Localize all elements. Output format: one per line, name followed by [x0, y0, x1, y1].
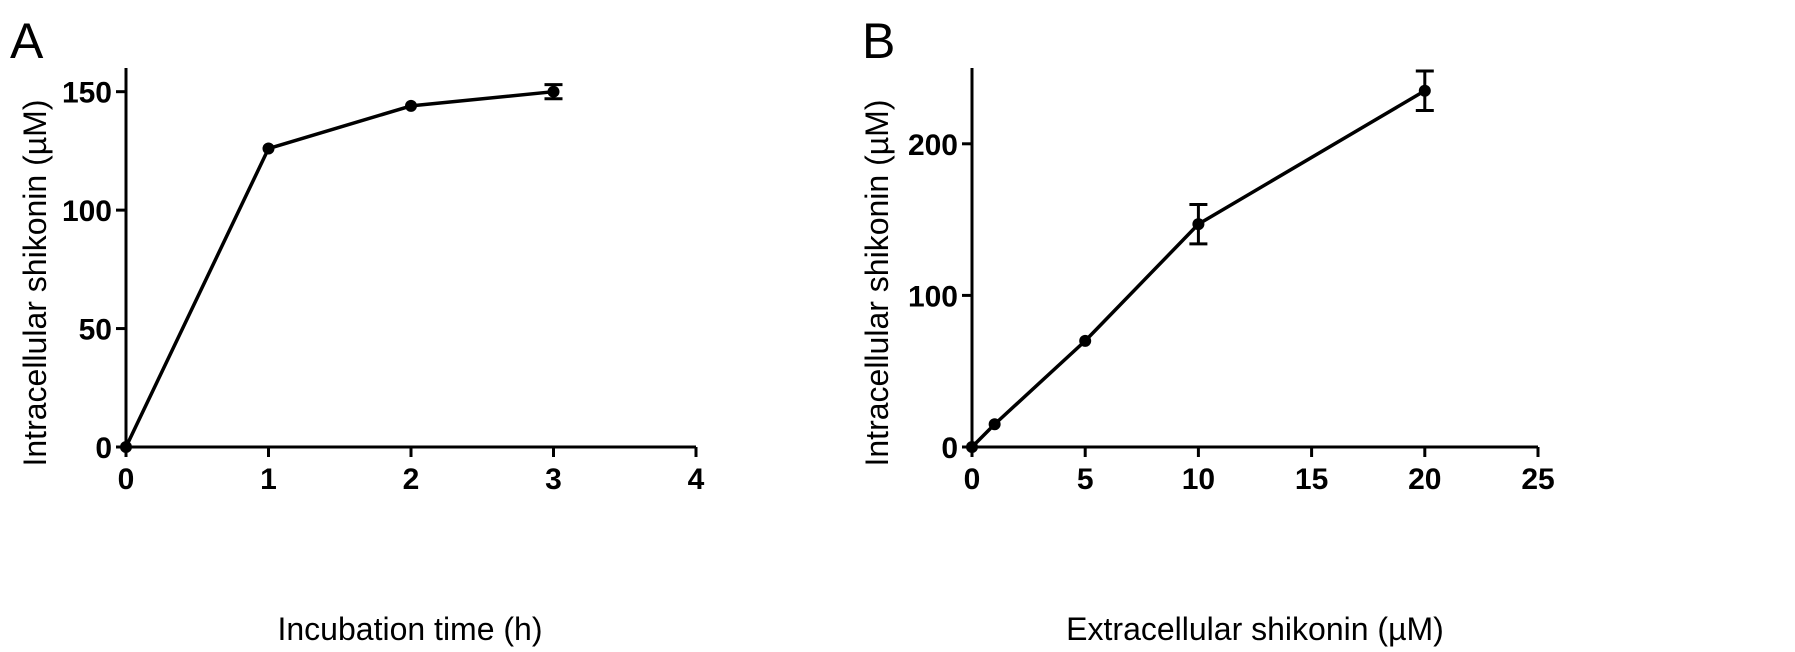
panel-b-data-point	[1192, 218, 1205, 231]
panel-a-y-tick-label: 0	[95, 432, 112, 465]
panel-b-series-line	[970, 89, 1426, 449]
panel-a-series-line	[124, 89, 554, 448]
panel-b-y-tick-label: 100	[908, 280, 958, 313]
panel-a-y-tick-label: 150	[62, 77, 112, 110]
panel-a-x-axis-title: Incubation time (h)	[277, 611, 542, 647]
panel-b-x-tick-label: 20	[1408, 463, 1441, 496]
panel-a-axes	[124, 68, 696, 449]
panel-a-chart: A 0 1 2 3 4 0 50 100 150 Incubation time (h) Int…	[10, 13, 705, 647]
panel-b-data-point	[1418, 84, 1431, 97]
panel-a-data-point	[262, 142, 275, 155]
panel-a-x-tick-label: 0	[118, 463, 135, 496]
panel-b-x-tick-label: 10	[1182, 463, 1215, 496]
panel-b-x-tick-label: 15	[1295, 463, 1328, 496]
panel-b-ticks: 0 5 10 15 20 25 0 100 200	[908, 129, 1555, 496]
panel-b-data-point	[1079, 334, 1092, 347]
panel-b-axes	[970, 68, 1538, 449]
panel-b-y-axis-title: Intracellular shikonin (µM)	[859, 100, 895, 467]
panel-a-x-tick-label: 3	[545, 463, 562, 496]
panel-b-label: B	[862, 13, 895, 69]
panel-a-ticks: 0 1 2 3 4 0 50 100 150	[62, 77, 705, 496]
panel-a-data-point	[547, 85, 560, 98]
panel-b-x-tick-label: 0	[964, 463, 981, 496]
panel-b-series	[966, 69, 1434, 453]
panel-a-series	[120, 83, 563, 453]
panel-a-y-axis-title: Intracellular shikonin (µM)	[17, 100, 53, 467]
panel-a-data-point	[120, 441, 132, 453]
panel-b-x-axis-title: Extracellular shikonin (µM)	[1066, 611, 1444, 647]
panel-b-data-point	[966, 441, 978, 453]
panel-a-y-tick-label: 50	[79, 314, 112, 347]
panel-b-y-tick-label: 200	[908, 129, 958, 162]
panel-a-y-tick-label: 100	[62, 195, 112, 228]
panel-b-chart: B 0 5 10 15 20 25 0 100 200 Extracellular shikon…	[859, 13, 1555, 647]
panel-b-x-tick-label: 5	[1077, 463, 1094, 496]
panel-b-x-tick-label: 25	[1521, 463, 1554, 496]
panel-a-x-tick-label: 1	[260, 463, 277, 496]
panel-a-label: A	[10, 13, 44, 69]
panel-b-data-point	[988, 418, 1001, 431]
panel-b-y-tick-label: 0	[941, 432, 958, 465]
panel-a-x-tick-label: 4	[688, 463, 705, 496]
panel-a-x-tick-label: 2	[403, 463, 420, 496]
panel-a-data-point	[405, 99, 417, 112]
